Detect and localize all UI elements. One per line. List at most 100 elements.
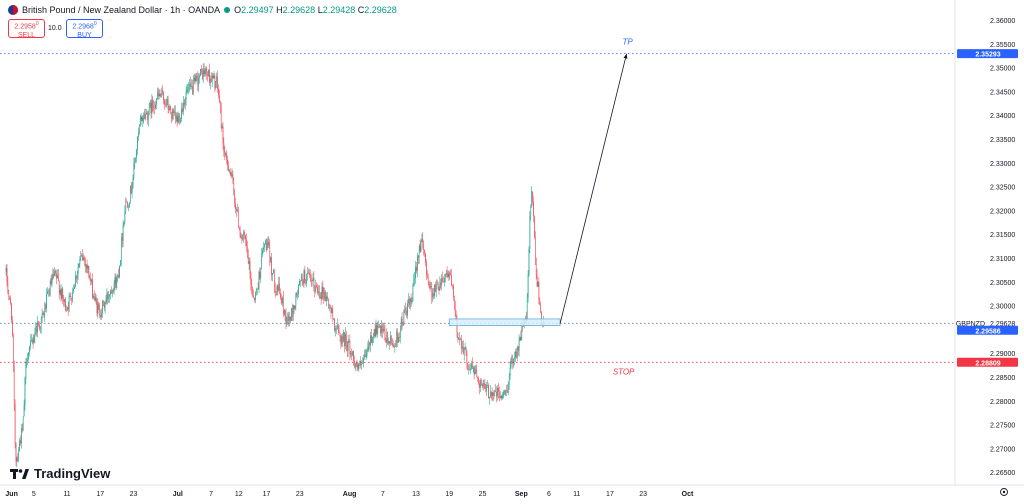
candle-body xyxy=(237,209,239,228)
candle-body xyxy=(389,341,390,344)
candle-body xyxy=(164,100,165,105)
candle-body xyxy=(149,103,151,105)
candle-body xyxy=(9,297,10,298)
candle-body xyxy=(426,275,428,278)
candle-body xyxy=(441,277,442,285)
candle-body xyxy=(395,343,397,347)
candle-body xyxy=(262,249,263,255)
candle-body xyxy=(49,280,51,295)
ohlc-value-h: 2.29628 xyxy=(282,5,318,15)
currency-flag-icon xyxy=(8,5,18,15)
candle-body xyxy=(205,68,207,72)
candle-body xyxy=(256,288,258,290)
candle-body xyxy=(464,347,466,349)
candle-body xyxy=(269,245,271,262)
candle-body xyxy=(495,390,496,392)
candle-body xyxy=(5,267,7,273)
candle-body xyxy=(129,185,131,203)
candle-body xyxy=(377,326,379,334)
candle-body xyxy=(185,91,187,100)
candle-body xyxy=(420,241,422,252)
candle-body xyxy=(214,75,216,88)
candle-body xyxy=(299,281,300,286)
sell-button[interactable]: 2.29580 SELL xyxy=(8,19,45,39)
candle-body xyxy=(354,366,356,368)
candle-body xyxy=(371,335,372,343)
candle-body xyxy=(27,359,28,362)
candle-body xyxy=(34,333,36,338)
candle-body xyxy=(322,286,324,294)
candle-body xyxy=(506,390,507,391)
order-quantity[interactable]: 10.0 xyxy=(48,25,62,32)
candle-body xyxy=(362,363,363,364)
candle-body xyxy=(98,304,100,306)
candle-body xyxy=(507,385,509,393)
candle-body xyxy=(475,369,477,372)
candle-body xyxy=(461,339,462,349)
candle-body xyxy=(233,180,235,192)
candle-body xyxy=(430,286,432,287)
candle-body xyxy=(405,308,406,311)
candle-body xyxy=(73,288,74,292)
candle-body xyxy=(18,450,19,460)
candle-body xyxy=(330,308,332,313)
candle-body xyxy=(217,76,218,89)
candle-body xyxy=(443,281,444,283)
candle-body xyxy=(48,290,49,292)
candle-body xyxy=(183,102,185,105)
candle-body xyxy=(334,318,335,331)
buy-button[interactable]: 2.29680 BUY xyxy=(66,19,103,39)
candle-body xyxy=(246,239,247,247)
candle-body xyxy=(493,395,495,396)
candle-body xyxy=(472,367,474,369)
candle-body xyxy=(540,304,541,313)
candle-body xyxy=(426,262,427,276)
candle-body xyxy=(169,106,171,111)
candle-body xyxy=(519,336,521,341)
candle-body xyxy=(271,257,272,276)
candle-body xyxy=(202,69,204,80)
candle-body xyxy=(108,296,109,299)
candle-body xyxy=(354,360,355,368)
time-tick-label: 17 xyxy=(96,491,104,498)
price-tick-label: 2.27500 xyxy=(990,423,1015,430)
candle-body xyxy=(157,92,159,96)
candle-body xyxy=(448,272,450,277)
candle-body xyxy=(298,285,299,295)
ohlc-key-o: O xyxy=(234,5,242,15)
candle-body xyxy=(254,297,255,301)
candle-body xyxy=(174,111,176,119)
candle-body xyxy=(135,157,136,162)
candle-body xyxy=(421,238,423,242)
candle-body xyxy=(125,201,127,212)
candle-body xyxy=(91,279,92,282)
candle-body xyxy=(288,314,289,321)
candle-body xyxy=(158,94,160,96)
candle-body xyxy=(114,277,116,284)
candle-body xyxy=(41,314,43,319)
candle-body xyxy=(53,273,55,277)
candle-body xyxy=(455,313,457,320)
candle-body xyxy=(7,282,9,292)
candle-body xyxy=(384,330,386,341)
candle-body xyxy=(390,335,391,344)
symbol-title[interactable]: British Pound / New Zealand Dollar · 1h … xyxy=(22,5,221,15)
candle-body xyxy=(32,340,34,343)
candle-body xyxy=(255,289,257,293)
candle-body xyxy=(296,293,298,295)
candle-body xyxy=(134,161,136,164)
candle-body xyxy=(208,69,209,77)
candle-body xyxy=(192,80,194,94)
tradingview-logo-icon xyxy=(10,468,29,479)
candle-body xyxy=(104,302,106,308)
candle-body xyxy=(283,309,285,314)
candle-body xyxy=(372,336,374,338)
candle-body xyxy=(310,275,312,281)
candle-body xyxy=(83,257,84,261)
candle-body xyxy=(224,152,226,155)
candle-body xyxy=(507,390,508,393)
price-tick-label: 2.27000 xyxy=(990,446,1015,453)
candle-body xyxy=(68,296,70,310)
candle-body xyxy=(100,315,101,318)
